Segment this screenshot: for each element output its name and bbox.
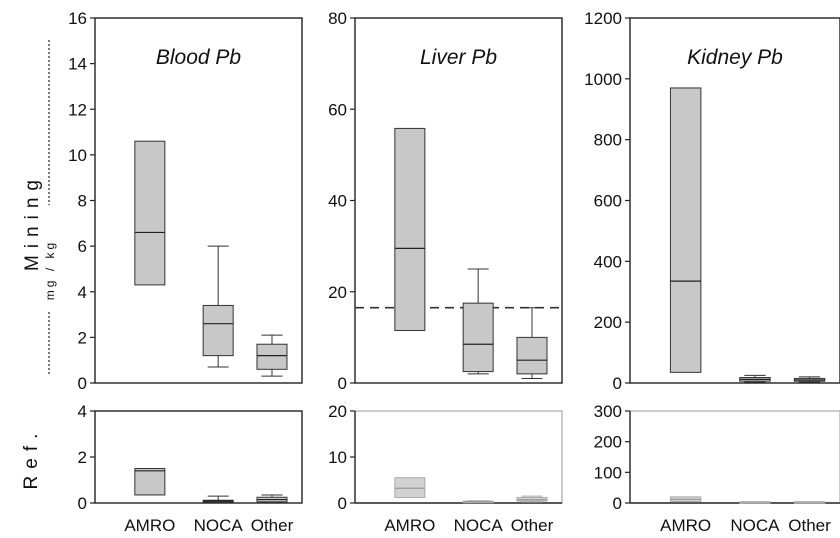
panel-6-category-label-amro: AMRO (660, 516, 711, 535)
panel-4-box-amro (134, 468, 166, 496)
panel-1-y-tick-label: 6 (78, 237, 87, 256)
unit-label: mg / kg (43, 239, 57, 301)
panel-5-y-tick-label: 20 (328, 402, 347, 421)
panel-5-y-tick-label: 10 (328, 448, 347, 467)
panel-2-title: Liver Pb (420, 46, 497, 69)
panel-1-box-amro (134, 140, 166, 286)
panel-5-y-tick-label: 0 (338, 494, 347, 513)
panel-6-y-tick-label: 200 (594, 433, 622, 452)
row-label-ref: Ref. (21, 426, 42, 490)
panel-3-frame (629, 17, 840, 384)
panel-3-y-tick-label: 800 (594, 131, 622, 150)
panel-2-box-noca (462, 302, 494, 373)
panel-4-y-tick-label: 0 (78, 494, 87, 513)
panel-1-y-tick-label: 16 (68, 9, 87, 28)
panel-2-y-tick-label: 60 (328, 100, 347, 119)
panel-5-category-label-noca: NOCA (454, 516, 504, 535)
panel-5-box-amro (394, 477, 426, 498)
panel-2-box-other (516, 336, 548, 375)
panel-3-title: Kidney Pb (687, 46, 783, 69)
panel-2-y-tick-label: 20 (328, 283, 347, 302)
panel-3-y-tick-label: 1000 (584, 70, 622, 89)
panel-6-y-tick-label: 100 (594, 463, 622, 482)
panel-4-frame (94, 410, 303, 504)
panel-1-frame (94, 17, 303, 384)
panel-5-frame (354, 410, 563, 504)
panel-3-y-tick-label: 200 (594, 313, 622, 332)
panel-1-y-tick-label: 10 (68, 146, 87, 165)
panel-1-y-tick-label: 14 (68, 55, 87, 74)
panel-3-y-tick-label: 1200 (584, 9, 622, 28)
panel-6-category-label-noca: NOCA (730, 516, 780, 535)
panel-1-box-other (256, 343, 288, 370)
panel-1-y-tick-label: 4 (78, 283, 87, 302)
panel-6-frame (629, 410, 840, 504)
panel-6-y-tick-label: 300 (594, 402, 622, 421)
panel-2-y-tick-label: 40 (328, 192, 347, 211)
panel-5-category-label-amro: AMRO (384, 516, 435, 535)
panel-2-y-tick-label: 0 (338, 374, 347, 393)
panel-2-box-amro (394, 127, 426, 332)
panel-3-box-amro (669, 87, 702, 373)
panel-6-category-label-other: Other (788, 516, 831, 535)
panel-1-title: Blood Pb (156, 46, 242, 69)
panel-1-box-noca (202, 304, 234, 357)
panel-4-category-label-noca: NOCA (194, 516, 244, 535)
panel-1-y-tick-label: 0 (78, 374, 87, 393)
panel-6-y-tick-label: 0 (613, 494, 622, 513)
panel-4-category-label-other: Other (251, 516, 294, 535)
panel-4-y-tick-label: 4 (78, 402, 87, 421)
panel-1-y-tick-label: 12 (68, 100, 87, 119)
panel-2-y-tick-label: 80 (328, 9, 347, 28)
panel-3-y-tick-label: 400 (594, 252, 622, 271)
panel-3-y-tick-label: 600 (594, 192, 622, 211)
panel-5-category-label-other: Other (511, 516, 554, 535)
panel-4-y-tick-label: 2 (78, 448, 87, 467)
panel-2-frame (354, 17, 563, 384)
panel-3-y-tick-label: 0 (613, 374, 622, 393)
panel-1-y-tick-label: 2 (78, 328, 87, 347)
panel-4-category-label-amro: AMRO (124, 516, 175, 535)
row-label-mining: Mining (22, 173, 43, 271)
panel-1-y-tick-label: 8 (78, 192, 87, 211)
